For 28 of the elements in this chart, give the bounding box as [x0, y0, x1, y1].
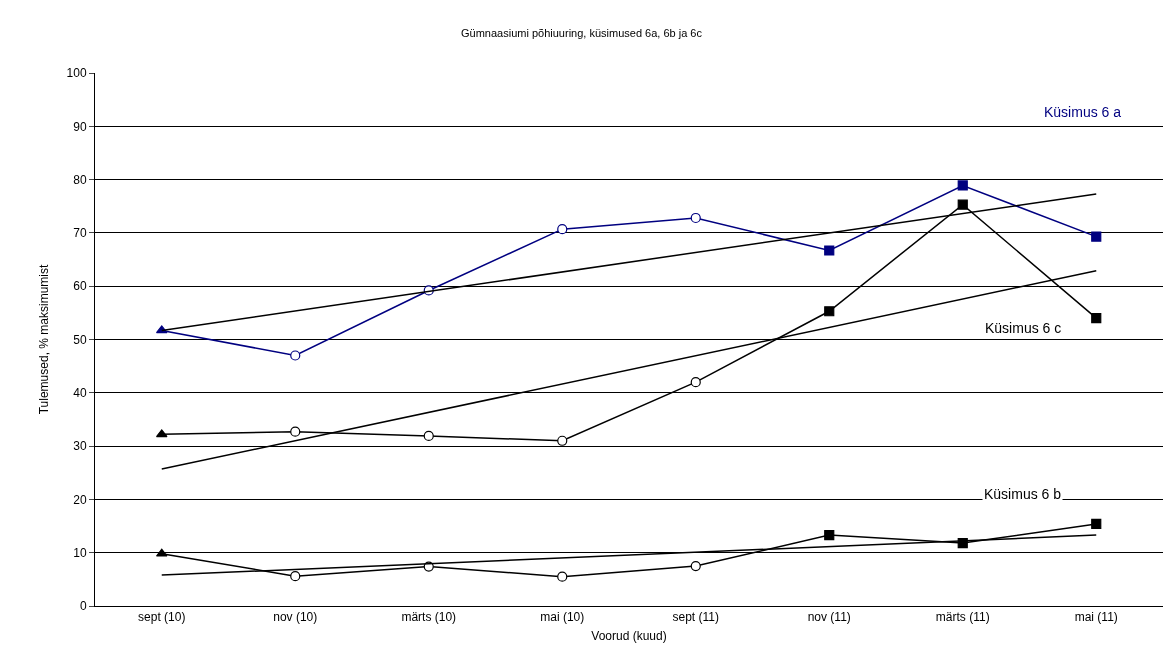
y-tick-label: 10 — [73, 545, 87, 560]
y-tick-label: 0 — [79, 599, 87, 614]
y-tick-label: 30 — [73, 439, 87, 454]
text: Küsimus 6 a — [1044, 104, 1122, 120]
y-tick-label: 80 — [73, 172, 87, 187]
y-tick-label: 40 — [73, 386, 87, 400]
y-tick-label: 20 — [73, 492, 87, 507]
y-axis-title: Tulemused, % maksimumist — [36, 264, 51, 415]
y-tick-label: 100 — [66, 66, 87, 81]
x-tick-label: nov (11) — [807, 610, 851, 625]
y-tick-label: 70 — [73, 226, 87, 241]
x-tick-label: sept (10) — [138, 610, 186, 625]
x-tick-label: märts (10) — [401, 610, 457, 625]
point — [957, 180, 968, 191]
y-tick-label: 90 — [73, 119, 87, 134]
chart-title: Gümnaasiumi põhiuuring, küsimused 6a, 6b ja 6c — [461, 27, 703, 40]
x-tick-label: mai (10) — [540, 610, 585, 625]
x-tick-label: mai (11) — [1074, 610, 1118, 625]
x-axis-title: Voorud (kuud) — [591, 629, 667, 644]
point — [824, 245, 835, 256]
x-tick-label: märts (11) — [935, 610, 990, 625]
point — [1091, 231, 1102, 242]
y-tick-label: 50 — [73, 332, 87, 347]
series-label: Küsimus 6 c — [985, 320, 1062, 336]
series-label: Küsimus 6 b — [984, 486, 1062, 502]
x-tick-label: nov (10) — [273, 610, 318, 625]
x-tick-label: sept (11) — [672, 610, 719, 625]
y-tick-label: 60 — [73, 279, 87, 294]
